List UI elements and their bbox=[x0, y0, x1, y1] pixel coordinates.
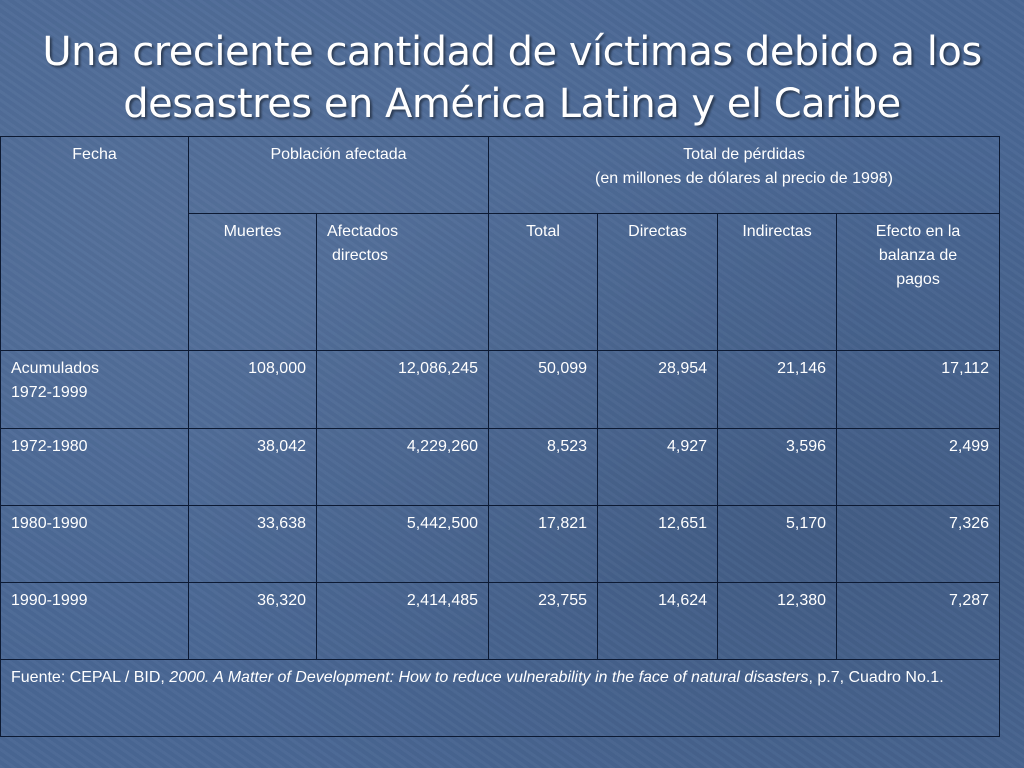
cell-muertes: 108,000 bbox=[188, 350, 317, 429]
source-note: Fuente: CEPAL / BID, 2000. A Matter of D… bbox=[0, 659, 1001, 737]
cell-muertes: 36,320 bbox=[188, 582, 317, 660]
cell-efecto: 7,287 bbox=[836, 582, 1001, 660]
slide-title: Una creciente cantidad de víctimas debid… bbox=[0, 26, 1024, 130]
header-indirectas: Indirectas bbox=[717, 213, 838, 351]
slide-title-line1: Una creciente cantidad de víctimas debid… bbox=[42, 29, 982, 75]
source-row: Fuente: CEPAL / BID, 2000. A Matter of D… bbox=[0, 659, 1001, 737]
cell-afectados: 5,442,500 bbox=[315, 505, 490, 583]
cell-indirectas: 5,170 bbox=[717, 505, 838, 583]
header-fecha: Fecha bbox=[0, 136, 189, 351]
table-row: Acumulados 1972-1999 108,000 12,086,245 … bbox=[0, 350, 1001, 429]
header-total-perdidas-line1: Total de pérdidas bbox=[683, 146, 805, 163]
cell-total: 23,755 bbox=[488, 582, 599, 660]
cell-indirectas: 3,596 bbox=[717, 428, 838, 506]
table-row: 1972-1980 38,042 4,229,260 8,523 4,927 3… bbox=[0, 428, 1001, 506]
cell-directas: 14,624 bbox=[597, 582, 719, 660]
header-row-2: Muertes Afectados directos Total Directa… bbox=[1, 213, 1001, 351]
cell-afectados: 12,086,245 bbox=[315, 350, 490, 429]
header-total: Total bbox=[488, 213, 599, 351]
cell-afectados: 2,414,485 bbox=[315, 582, 490, 660]
cell-indirectas: 12,380 bbox=[717, 582, 838, 660]
cell-total: 50,099 bbox=[488, 350, 599, 429]
source-citation: 2000. A Matter of Development: How to re… bbox=[169, 669, 809, 686]
disaster-losses-table: Fecha Población afectada Total de pérdid… bbox=[0, 136, 1001, 737]
header-afectados-directos: Afectados directos bbox=[315, 213, 490, 351]
header-directas: Directas bbox=[597, 213, 719, 351]
cell-muertes: 33,638 bbox=[188, 505, 317, 583]
header-total-perdidas-line2: (en millones de dólares al precio de 199… bbox=[595, 170, 893, 187]
cell-total: 8,523 bbox=[488, 428, 599, 506]
cell-fecha: 1990-1999 bbox=[0, 582, 189, 660]
slide-title-line2: desastres en América Latina y el Caribe bbox=[123, 81, 901, 127]
source-suffix: , p.7, Cuadro No.1. bbox=[808, 669, 944, 686]
cell-fecha: 1980-1990 bbox=[0, 505, 189, 583]
cell-directas: 28,954 bbox=[597, 350, 719, 429]
header-row-1: Fecha Población afectada Total de pérdid… bbox=[0, 136, 1001, 351]
source-prefix: Fuente: CEPAL / BID, bbox=[11, 669, 170, 686]
cell-fecha: Acumulados 1972-1999 bbox=[0, 350, 189, 429]
header-muertes: Muertes bbox=[188, 213, 317, 351]
header-total-perdidas: Total de pérdidas (en millones de dólare… bbox=[488, 136, 1001, 214]
cell-efecto: 17,112 bbox=[836, 350, 1001, 429]
cell-directas: 4,927 bbox=[597, 428, 719, 506]
cell-afectados: 4,229,260 bbox=[315, 428, 490, 506]
cell-indirectas: 21,146 bbox=[717, 350, 838, 429]
cell-muertes: 38,042 bbox=[188, 428, 317, 506]
header-efecto-balanza-pagos: Efecto en la balanza de pagos bbox=[836, 213, 1001, 351]
cell-efecto: 2,499 bbox=[836, 428, 1001, 506]
cell-directas: 12,651 bbox=[597, 505, 719, 583]
cell-fecha: 1972-1980 bbox=[0, 428, 189, 506]
cell-efecto: 7,326 bbox=[836, 505, 1001, 583]
header-poblacion-afectada: Población afectada bbox=[187, 136, 490, 214]
table-row: 1980-1990 33,638 5,442,500 17,821 12,651… bbox=[0, 505, 1001, 583]
table-row: 1990-1999 36,320 2,414,485 23,755 14,624… bbox=[0, 582, 1001, 660]
cell-total: 17,821 bbox=[488, 505, 599, 583]
